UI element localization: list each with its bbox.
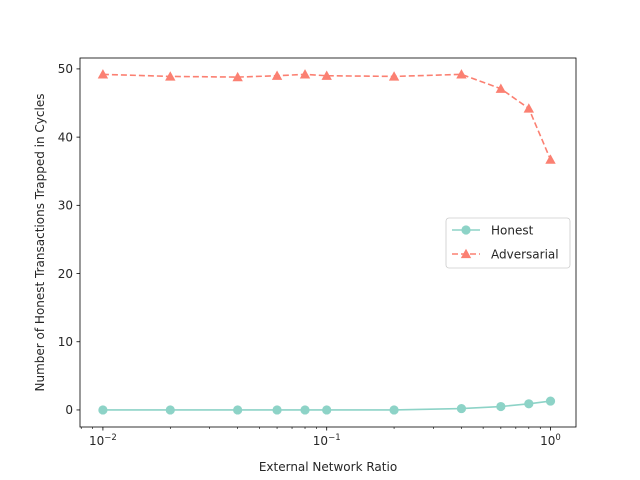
data-point (98, 405, 108, 415)
legend-label: Honest (491, 223, 534, 237)
y-axis: 0 10 20 30 40 50 (58, 62, 80, 417)
data-point (495, 83, 507, 93)
plot-area (79, 57, 577, 428)
data-point (321, 70, 332, 80)
y-tick-label: 50 (58, 62, 73, 76)
data-point (233, 405, 243, 415)
y-axis-label: Number of Honest Transactions Trapped in… (33, 94, 47, 392)
x-axis: 10−2 10−1 100 (80, 427, 561, 448)
data-point (388, 71, 400, 81)
legend-marker (461, 225, 471, 235)
y-tick-label: 0 (65, 403, 73, 417)
x-axis-label: External Network Ratio (259, 460, 397, 474)
data-point (165, 405, 175, 415)
data-point (271, 70, 283, 80)
legend: Honest Adversarial (445, 217, 571, 269)
legend-item: Adversarial (452, 247, 559, 261)
x-tick-label: 100 (540, 433, 561, 448)
y-tick-label: 40 (58, 130, 73, 144)
y-tick-label: 30 (58, 199, 73, 213)
data-point (523, 103, 535, 113)
data-point (545, 154, 556, 164)
legend-item: Honest (452, 223, 534, 237)
legend-marker (460, 248, 472, 259)
legend-label: Adversarial (491, 247, 559, 261)
data-point (272, 405, 282, 415)
data-point (389, 405, 399, 415)
y-tick-label: 20 (58, 267, 73, 281)
data-point (97, 69, 109, 79)
series-adversarial (97, 69, 556, 164)
data-point (322, 405, 332, 415)
x-tick-label: 10−1 (313, 433, 341, 448)
y-tick-label: 10 (58, 335, 73, 349)
x-tick-label: 10−2 (89, 433, 117, 448)
data-point (165, 71, 176, 81)
series-layer (97, 69, 556, 415)
series-line (102, 73, 552, 160)
data-point (456, 403, 467, 414)
data-point (524, 399, 534, 409)
data-point (300, 405, 310, 415)
data-point (232, 71, 243, 82)
data-point (299, 69, 311, 79)
data-point (456, 69, 467, 79)
data-point (545, 396, 556, 406)
data-point (496, 401, 506, 412)
series-honest (98, 396, 556, 415)
axes-frame (79, 57, 577, 428)
